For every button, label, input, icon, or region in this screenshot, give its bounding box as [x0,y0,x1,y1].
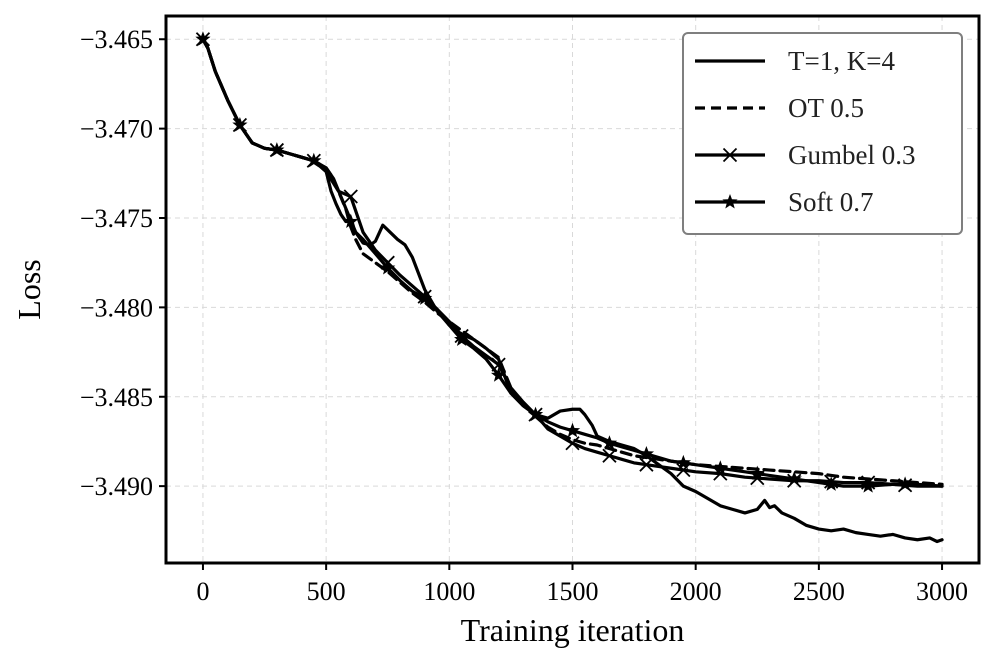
data-point [749,465,765,481]
y-tick-label: −3.470 [80,115,153,144]
legend-item-t-1-k-4: T=1, K=4 [695,46,895,76]
data-point [380,260,396,275]
legend-item-soft-0-7: Soft 0.7 [695,187,874,217]
x-tick-label: 0 [196,577,209,606]
data-point [564,422,581,438]
data-point [676,462,691,478]
legend-label: T=1, K=4 [788,46,895,76]
data-point [860,478,876,493]
data-point [897,476,913,491]
data-point [195,31,211,46]
data-point [417,290,433,305]
series-line-t-1-k-4 [201,37,944,544]
x-axis-label: Training iteration [461,612,685,648]
legend-box [682,32,963,235]
data-point [343,213,359,229]
y-axis-label: Loss [11,259,47,319]
legend-label: Soft 0.7 [788,187,874,217]
axis-ticks: 0 500 1000 1500 2000 2500 3000 −3.465 −3.470 −3.4… [80,25,968,606]
data-point [786,470,802,486]
x-tick-label: 3000 [916,577,968,606]
x-tick-label: 2500 [793,577,845,606]
data-point [490,367,507,382]
data-point [712,460,728,475]
legend-marker [722,147,738,163]
data-point [638,445,655,461]
data-point [565,436,580,451]
legend-item-ot-0-5: OT 0.5 [695,93,864,123]
y-tick-label: −3.485 [80,383,153,412]
data-point [601,435,618,450]
data-point [823,476,839,491]
series-soft-0-7 [195,31,944,493]
legend-label: OT 0.5 [788,93,864,123]
data-point [639,457,654,472]
legend-label: Gumbel 0.3 [788,140,916,170]
series-layer [195,31,944,544]
y-tick-label: −3.490 [80,472,153,501]
legend-item-gumbel-0-3: Gumbel 0.3 [695,140,916,170]
data-point [269,142,285,157]
x-tick-label: 2000 [670,577,722,606]
data-point [527,406,544,422]
x-tick-label: 1000 [423,577,475,606]
data-point [343,189,358,204]
legend-marker [722,194,738,209]
x-tick-label: 1500 [547,577,599,606]
data-point [232,117,248,132]
series-t-1-k-4 [201,37,944,544]
y-tick-label: −3.475 [80,204,153,233]
data-point [675,454,691,470]
data-point [306,152,322,168]
data-point [454,331,470,347]
legend: T=1, K=4 OT 0.5 Gumbel 0.3 Soft 0.7 [682,32,963,235]
x-tick-label: 500 [307,577,346,606]
y-tick-label: −3.480 [80,293,153,322]
data-point [602,448,617,463]
y-tick-label: −3.465 [80,25,153,54]
